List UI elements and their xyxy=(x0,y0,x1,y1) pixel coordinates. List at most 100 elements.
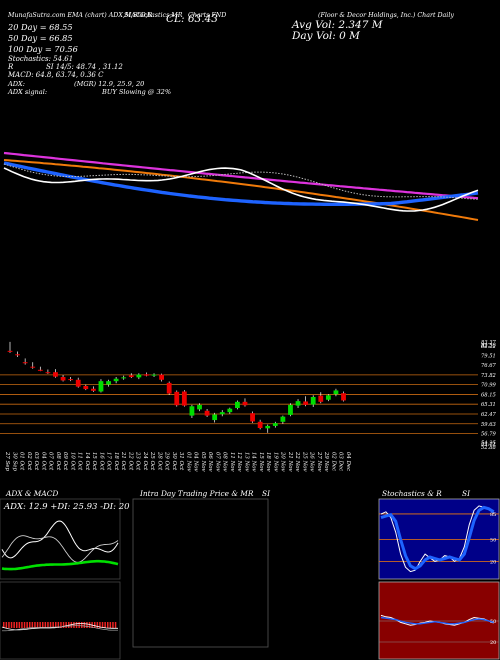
candle-body xyxy=(250,413,255,422)
macd-bar xyxy=(68,622,70,628)
macd-bar xyxy=(10,622,13,628)
date-label: 04 Dec xyxy=(345,452,351,471)
adx-values: (MGR) 12.9, 25.9, 20 xyxy=(74,80,145,88)
stochastics-panel xyxy=(378,498,500,580)
buy-signal: BUY Slowing @ 32% xyxy=(102,88,172,96)
ema100-readout: 100 Day = 70.56 xyxy=(8,44,78,54)
macd-bar xyxy=(18,622,21,628)
macd-bar xyxy=(29,622,31,628)
candle-body xyxy=(90,388,96,391)
candle-body xyxy=(272,423,278,426)
candle-body xyxy=(22,362,28,364)
date-label: 08 Nov xyxy=(222,452,228,472)
macd-bar xyxy=(57,622,60,628)
candle-body xyxy=(189,406,195,416)
candle-body xyxy=(219,412,225,415)
macd-bar xyxy=(73,622,75,628)
ema50-readout: 50 Day = 66.85 xyxy=(8,33,73,43)
date-label: 19 Nov xyxy=(272,452,278,472)
macd-bar xyxy=(78,622,80,628)
stochastics-readout: Stochastics: 54.61 xyxy=(8,55,74,63)
candle-body xyxy=(75,379,81,387)
intraday-si-label: SI xyxy=(262,489,270,498)
date-label: 22 Oct xyxy=(127,451,133,471)
date-label: 11 Nov xyxy=(229,452,235,472)
macd-bar xyxy=(23,622,26,628)
macd-bar xyxy=(52,622,54,628)
price-level-label: 65.31 xyxy=(481,402,496,408)
macd-bar xyxy=(70,622,73,628)
date-label: 20 Nov xyxy=(280,451,286,472)
date-label: 04 Oct xyxy=(40,452,46,471)
date-label: 15 Nov xyxy=(258,452,264,472)
candle-body xyxy=(197,404,202,410)
macd-bar xyxy=(83,622,86,628)
candle-body xyxy=(181,391,187,406)
candle-body xyxy=(295,401,301,406)
macd-bar xyxy=(16,622,18,628)
intraday-title: Intra Day Trading Price & MR xyxy=(140,489,254,498)
candles xyxy=(7,341,346,433)
adx-signal-label: ADX signal: xyxy=(8,88,48,96)
date-label: 07 Nov xyxy=(214,452,220,472)
adx-lines xyxy=(1,520,119,571)
macd-bar xyxy=(34,622,36,628)
candle-body xyxy=(37,369,43,371)
macd-bar xyxy=(49,622,52,628)
ema-dotted-line xyxy=(3,163,479,200)
macd-bar xyxy=(81,622,83,628)
date-label: 03 Oct xyxy=(33,452,39,471)
macd-bar xyxy=(62,622,65,628)
candle-body xyxy=(280,416,286,422)
candle-body xyxy=(204,410,210,416)
ema-lines xyxy=(3,151,479,221)
macd-bar xyxy=(31,622,34,628)
header-company: (Floor & Decor Holdings, Inc.) Chart Dai… xyxy=(318,12,454,19)
adx-macd-title: ADX & MACD xyxy=(6,489,59,498)
macd-bar xyxy=(112,622,114,628)
date-label: 07 Oct xyxy=(48,452,54,471)
date-label: 06 Nov xyxy=(207,452,213,472)
date-label: 17 Oct xyxy=(106,452,112,471)
date-label: 14 Nov xyxy=(251,452,257,472)
date-label: 05 Nov xyxy=(200,452,206,472)
macd-histogram xyxy=(1,622,118,632)
macd-bar xyxy=(96,622,99,628)
candle-body xyxy=(53,372,58,377)
date-label: 09 Oct xyxy=(62,452,68,471)
stochastics-lines: 85 50 20 xyxy=(379,505,499,573)
macd-bar xyxy=(104,622,106,628)
adx-reading: ADX: 12.9 +DI: 25.93 -DI: 20 xyxy=(4,502,130,512)
header-source: MunafaSutra.com EMA (chart) ADX,MACD,R xyxy=(8,12,153,19)
close-readout: CL: 63.43 xyxy=(166,13,218,25)
day-volume-readout: Day Vol: 0 M xyxy=(292,30,360,42)
macd-bar xyxy=(114,622,117,628)
candle-body xyxy=(113,378,119,382)
adx-line xyxy=(1,559,119,571)
candle-body xyxy=(333,390,339,395)
candle-body xyxy=(151,374,157,376)
date-label: 31 Oct xyxy=(178,452,184,471)
macd-bar xyxy=(60,622,62,628)
macd-bar xyxy=(99,622,101,628)
price-level-label: 54.25 xyxy=(481,440,496,446)
date-label: 02 Dec xyxy=(330,452,336,471)
date-label: 21 Nov xyxy=(287,451,293,472)
price-level-label: 82.22 xyxy=(481,344,496,350)
date-label: 25 Oct xyxy=(149,451,155,471)
candle-body xyxy=(227,408,233,413)
candle-body xyxy=(128,375,134,378)
price-level-label: 52.88 xyxy=(481,445,497,451)
ema20-line xyxy=(3,161,479,206)
rsi-signal-line xyxy=(380,616,494,625)
macd-bar xyxy=(5,622,8,628)
candle-body xyxy=(7,350,13,352)
date-label: 11 Oct xyxy=(77,452,83,471)
avg-volume-readout: Avg Vol: 2.347 M xyxy=(292,19,383,31)
price-level-label: 59.63 xyxy=(481,422,497,428)
price-level-label: 56.79 xyxy=(481,432,497,438)
date-label: 27 Nov xyxy=(316,451,322,472)
date-label: 13 Nov xyxy=(243,452,249,472)
candle-body xyxy=(242,401,248,406)
